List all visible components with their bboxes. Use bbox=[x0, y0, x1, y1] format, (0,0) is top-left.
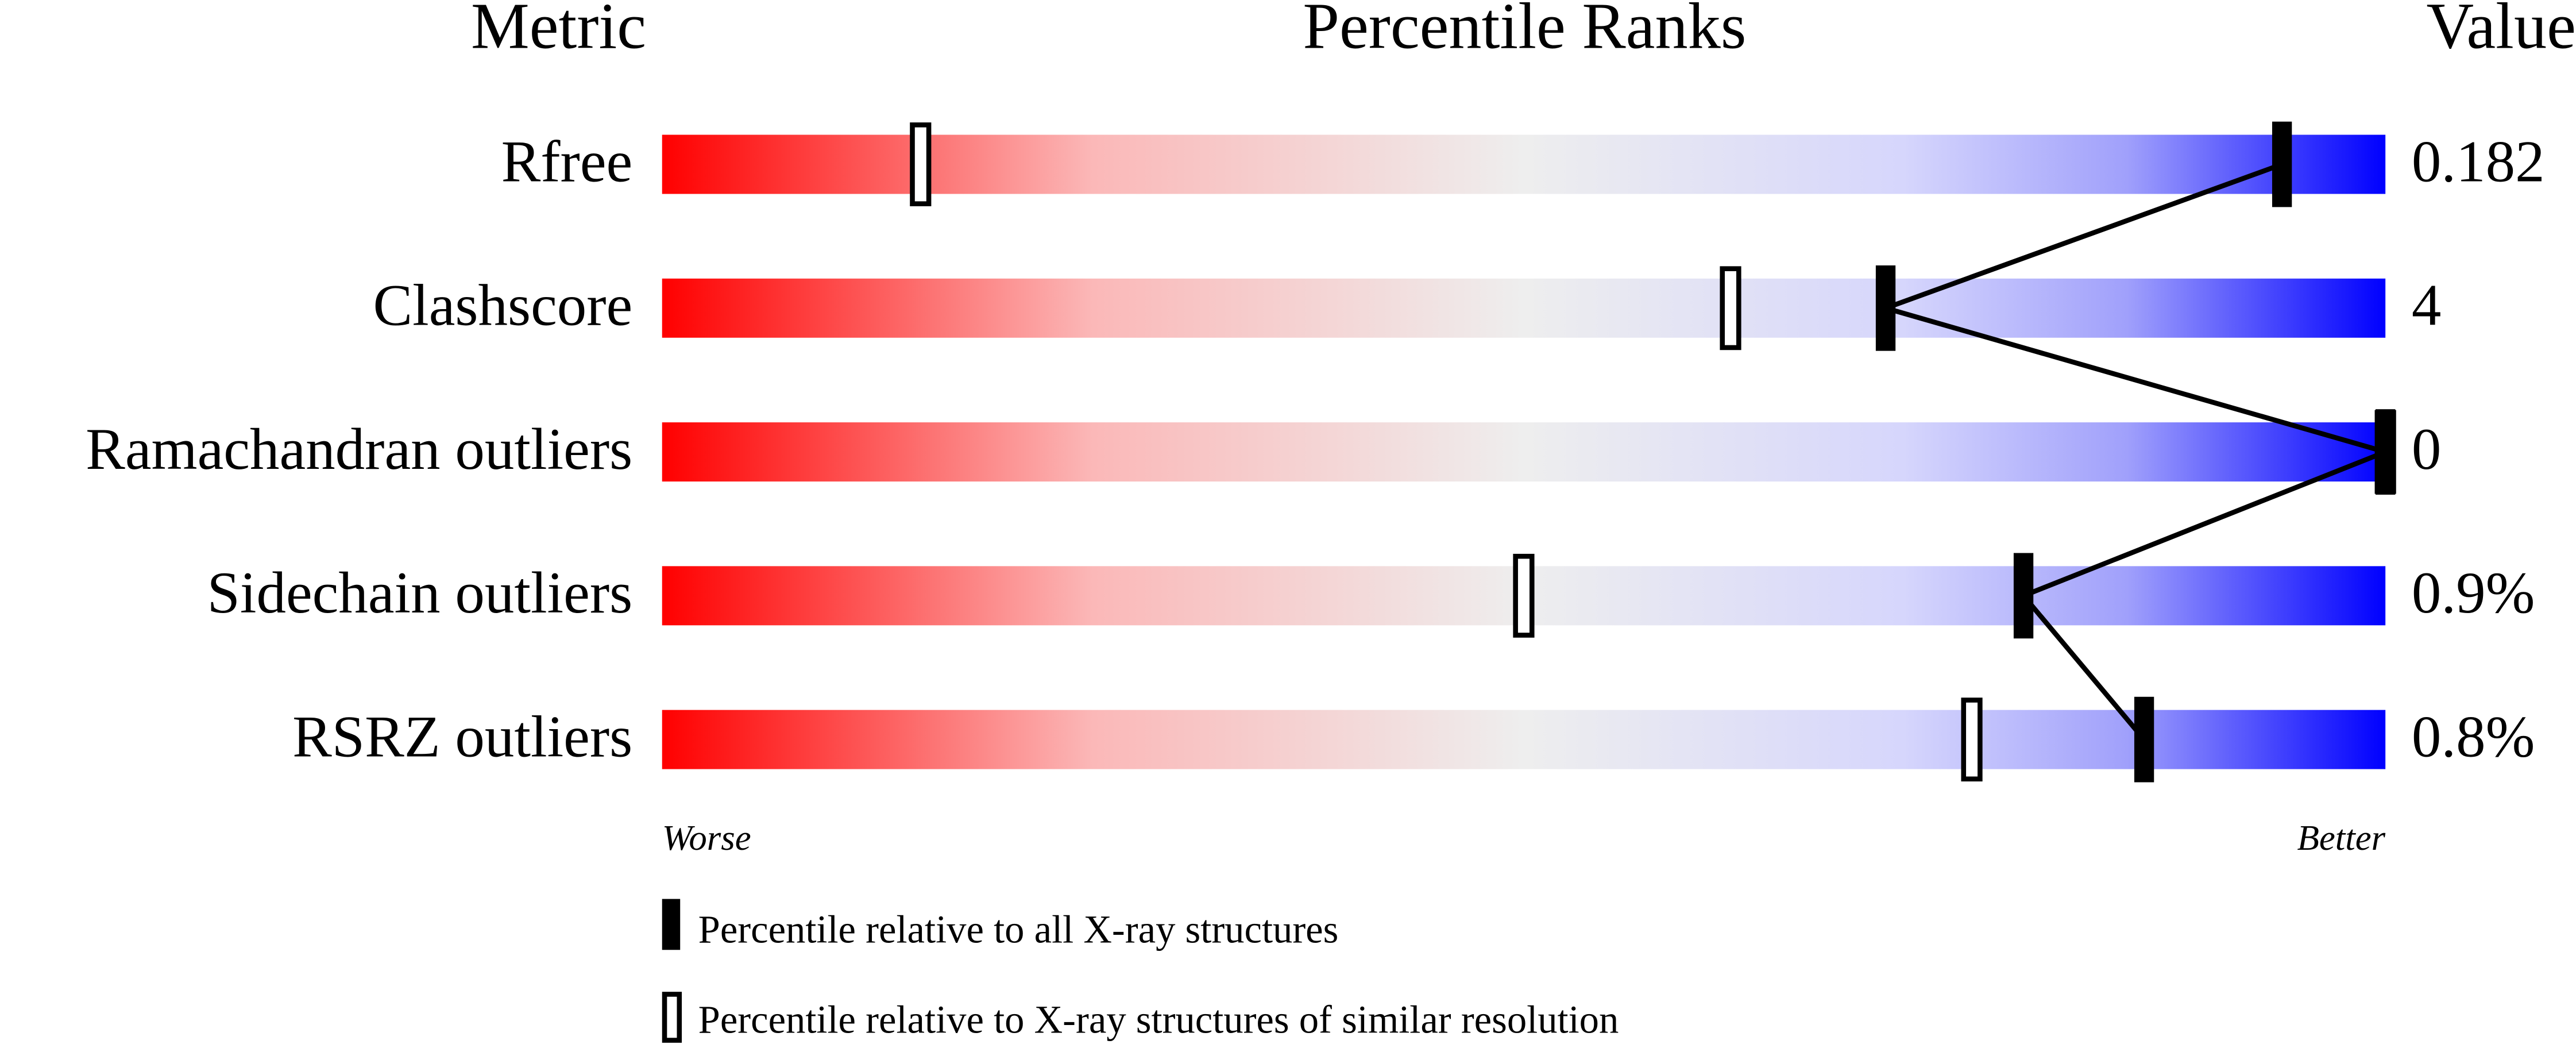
legend-swatch-similar bbox=[662, 992, 682, 1043]
slider-bar bbox=[662, 278, 2386, 338]
similar-marker bbox=[1720, 266, 1741, 350]
similar-marker bbox=[1961, 698, 1983, 782]
chart-title: Percentile Ranks bbox=[1303, 0, 1746, 62]
metric-value: 0.8% bbox=[2412, 704, 2535, 769]
all-marker bbox=[2134, 696, 2154, 783]
header-value: Value bbox=[2426, 0, 2576, 62]
legend-label: Percentile relative to all X-ray structu… bbox=[698, 907, 1339, 951]
metric-label: Rfree bbox=[501, 129, 633, 194]
all-marker bbox=[1875, 265, 1896, 351]
header-metric: Metric bbox=[471, 0, 646, 62]
metric-label: RSRZ outliers bbox=[292, 704, 632, 769]
metric-label: Sidechain outliers bbox=[207, 560, 633, 626]
slider-bar bbox=[662, 422, 2386, 482]
metric-label: Ramachandran outliers bbox=[86, 417, 632, 482]
metric-label: Clashscore bbox=[373, 273, 632, 338]
better-label: Better bbox=[2297, 818, 2385, 858]
metric-value: 0.182 bbox=[2412, 129, 2545, 194]
similar-marker bbox=[910, 122, 932, 206]
metric-value: 4 bbox=[2412, 273, 2441, 338]
legend-label: Percentile relative to X-ray structures … bbox=[698, 998, 1619, 1042]
all-marker bbox=[2376, 409, 2396, 495]
all-marker bbox=[2013, 553, 2034, 639]
all-marker bbox=[2272, 121, 2292, 207]
worse-label: Worse bbox=[662, 818, 751, 858]
metric-value: 0.9% bbox=[2412, 560, 2535, 626]
metric-value: 0 bbox=[2412, 417, 2441, 482]
legend-swatch-all bbox=[662, 899, 681, 950]
slider-bar bbox=[662, 710, 2386, 769]
similar-marker bbox=[1513, 553, 1535, 638]
slider-bar bbox=[662, 134, 2386, 194]
